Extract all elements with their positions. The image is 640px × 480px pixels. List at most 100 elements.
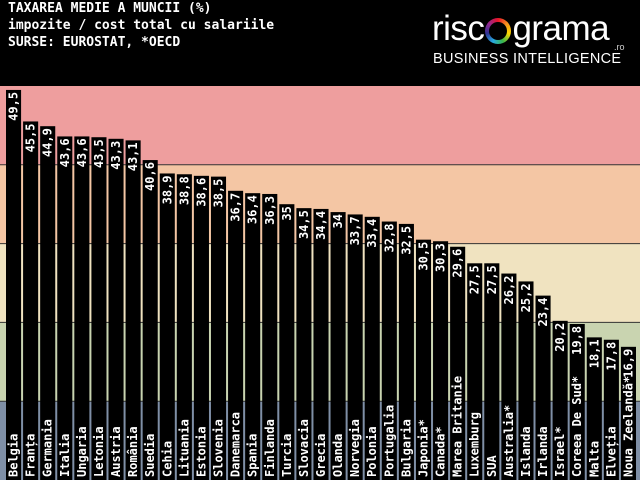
data-label: 29,6 — [451, 249, 465, 278]
bar — [40, 126, 56, 480]
bar-group: 27,5 SUA — [484, 263, 500, 480]
bar — [535, 295, 551, 480]
category-label: Malta — [587, 441, 601, 477]
data-label: 35 — [280, 206, 294, 220]
bar-group: 38,6 Estonia — [193, 175, 209, 480]
bar-group: 17,8 Elveția — [603, 339, 619, 480]
data-label: 30,5 — [416, 242, 430, 271]
data-label: 43,6 — [75, 138, 89, 167]
category-label: Marea Britanie — [451, 376, 465, 477]
bar — [467, 263, 483, 480]
category-label: Coreea De Sud* — [570, 376, 584, 477]
bar — [433, 241, 449, 480]
bar-group: 25,2 Islanda — [518, 281, 534, 480]
category-label: Letonia — [92, 426, 106, 477]
bar — [569, 323, 585, 480]
chart-title: TAXAREA MEDIE A MUNCII (%) — [8, 1, 212, 16]
category-label: Italia — [58, 434, 72, 477]
bar — [176, 174, 192, 480]
bar — [23, 121, 39, 480]
bar-group: 38,5 Slovenia — [210, 176, 227, 480]
bar-group: 30,5 Japonia* — [415, 239, 432, 480]
bar-group: 34 Olanda — [330, 212, 346, 480]
bar-group: 43,6 Ungaria — [74, 136, 90, 480]
bar-group: 23,4 Irlanda — [535, 295, 551, 480]
bar — [381, 221, 397, 480]
bar-group: 38,8 Lituania — [176, 174, 192, 480]
bar-group: 43,1 România — [125, 140, 141, 480]
data-label: 40,6 — [143, 162, 157, 191]
bar-group: 38,9 Cehia — [159, 173, 175, 480]
category-label: Ungaria — [75, 426, 89, 477]
bar — [210, 176, 227, 480]
logo-ring-icon — [485, 18, 511, 44]
data-label: 32,8 — [382, 224, 396, 253]
bar-group: 19,8 Coreea De Sud* — [569, 323, 585, 480]
category-label: România — [126, 426, 140, 477]
category-label: Finlanda — [263, 419, 277, 477]
data-label: 36,7 — [229, 193, 243, 222]
bar — [398, 223, 414, 480]
category-label: Australia* — [502, 405, 516, 477]
data-label: 18,1 — [587, 339, 601, 368]
data-label: 38,8 — [177, 176, 191, 205]
data-label: 32,5 — [399, 226, 413, 255]
bar-group: 34,5 Slovacia — [296, 208, 312, 480]
bar — [142, 160, 158, 480]
bar — [364, 216, 380, 480]
logo-word-end: grama — [512, 9, 610, 48]
logo-domain: .ro — [614, 42, 625, 52]
category-label: Estonia — [194, 426, 208, 477]
data-label: 43,5 — [92, 139, 106, 168]
data-label: 19,8 — [570, 326, 584, 355]
data-label: 36,4 — [246, 195, 260, 224]
category-label: Turcia — [280, 434, 294, 477]
logo-word-start: risc — [432, 9, 485, 48]
bar — [347, 214, 363, 480]
category-label: Israel* — [553, 426, 567, 477]
bar-group: 30,3 Canada* — [433, 241, 449, 480]
bar-group: 32,8 Portugalia — [381, 221, 397, 480]
data-label: 36,3 — [263, 196, 277, 225]
bar-group: 49,5 Belgia — [6, 89, 22, 480]
bar — [586, 337, 602, 480]
data-label: 43,3 — [109, 141, 123, 170]
category-label: Luxemburg — [468, 412, 482, 477]
bar — [57, 136, 73, 480]
bar-group: 32,5 Bulgaria — [398, 223, 414, 480]
bar — [6, 89, 22, 480]
bar-group: 34,4 Grecia — [313, 208, 329, 480]
bar — [450, 246, 466, 480]
bar-group: 43,5 Letonia — [91, 137, 107, 480]
data-label: 25,2 — [519, 283, 533, 312]
bar-group: 33,4 Polonia — [364, 216, 380, 480]
data-label: 17,8 — [604, 342, 618, 371]
band-4 — [0, 86, 640, 165]
bar — [245, 193, 261, 480]
bar-group: 43,3 Austria — [108, 138, 124, 480]
data-label: 27,5 — [468, 265, 482, 294]
bar — [620, 346, 636, 480]
bar-group: 36,4 Spania — [245, 193, 261, 480]
bar — [415, 239, 432, 480]
data-label: 44,9 — [41, 128, 55, 157]
data-label: 33,4 — [365, 219, 379, 248]
category-label: Noua Zeelandă* — [621, 376, 635, 477]
category-label: Canada* — [434, 426, 448, 477]
data-label: 38,9 — [160, 175, 174, 204]
category-label: Olanda — [331, 434, 345, 477]
category-label: Grecia — [314, 434, 328, 477]
category-label: Suedia — [143, 434, 157, 477]
category-label: SUA — [485, 455, 499, 477]
data-label: 20,2 — [553, 323, 567, 352]
bar-group: 43,6 Italia — [57, 136, 73, 480]
category-label: Lituania — [177, 419, 191, 477]
bar-group: 45,5 Franța — [23, 121, 39, 480]
category-label: Irlanda — [536, 426, 550, 477]
bar — [296, 208, 312, 480]
bar — [91, 137, 107, 480]
bar — [125, 140, 141, 480]
bar — [330, 212, 346, 480]
category-label: Islanda — [519, 426, 533, 477]
